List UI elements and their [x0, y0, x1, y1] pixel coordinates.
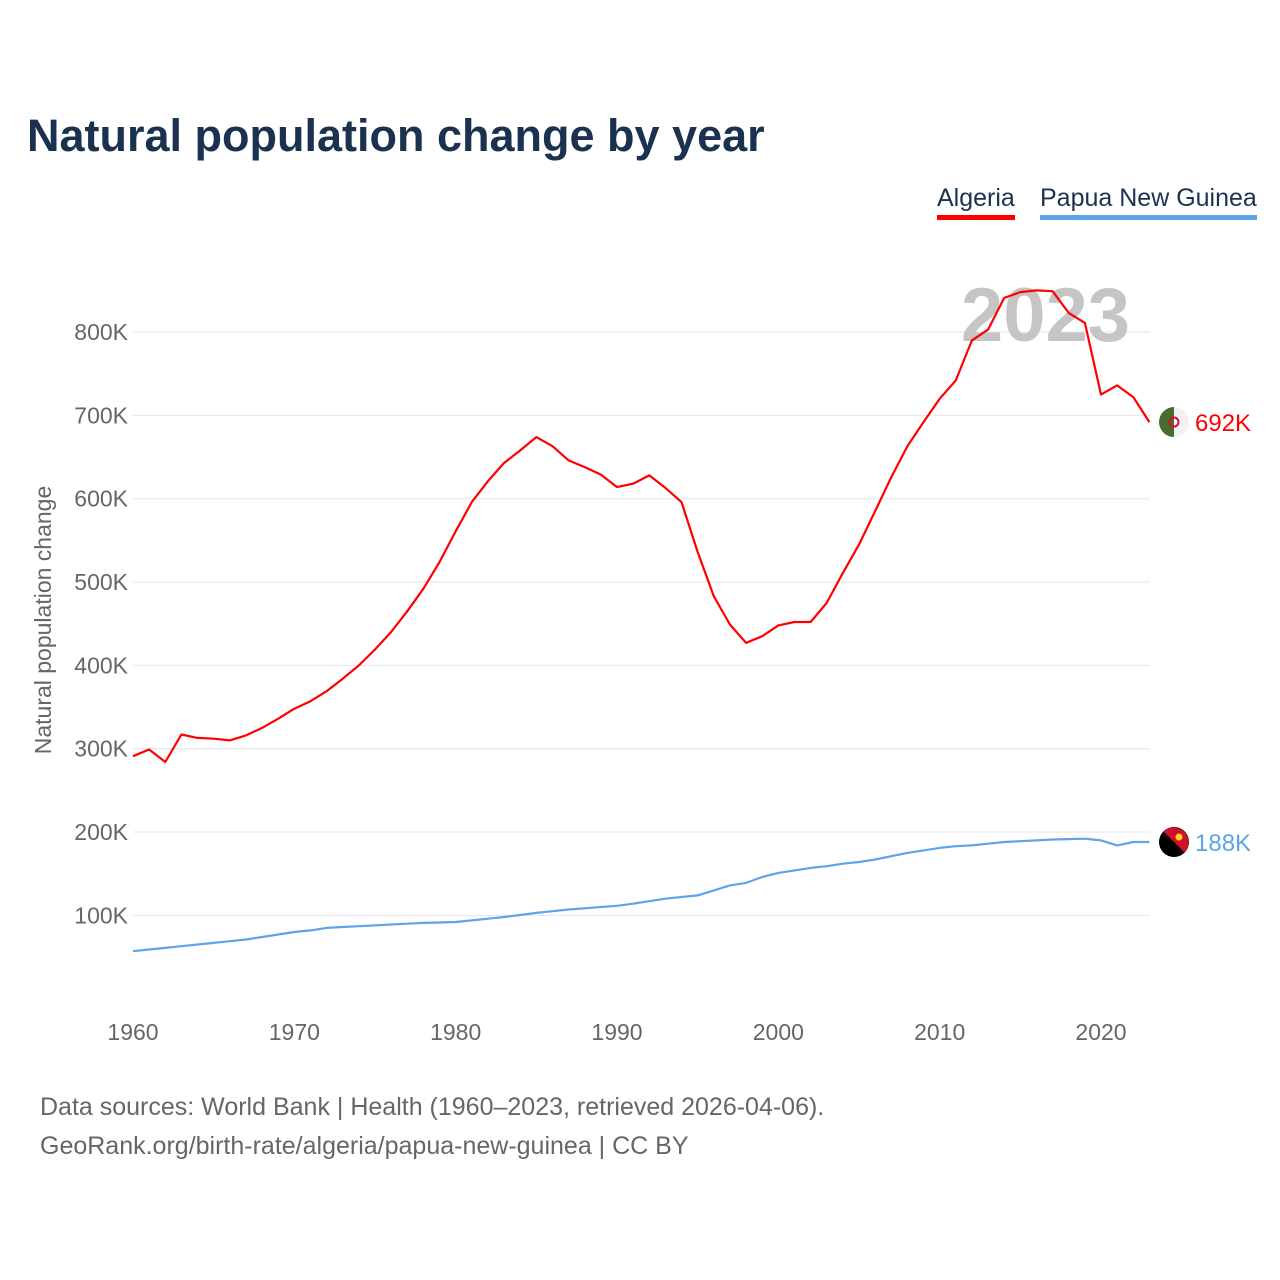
source-line-1: Data sources: World Bank | Health (1960–… [40, 1093, 825, 1121]
series-line-algeria [132, 289, 1151, 764]
y-tick-label: 400K [74, 652, 128, 678]
x-tick-label: 2020 [1075, 1019, 1126, 1045]
y-tick-label: 800K [74, 319, 128, 345]
png-bird [1175, 833, 1183, 841]
y-axis-label: Natural population change [30, 486, 56, 755]
y-tick-label: 700K [74, 402, 128, 428]
source-note: Data sources: World Bank | Health (1960–… [40, 1088, 824, 1166]
x-tick-label: 1970 [269, 1019, 320, 1045]
y-tick-label: 200K [74, 819, 128, 845]
series-line-papua-new-guinea [132, 837, 1150, 953]
x-tick-label: 1960 [107, 1019, 158, 1045]
x-tick-label: 2000 [753, 1019, 804, 1045]
y-tick-label: 500K [74, 569, 128, 595]
png-flag-red [1163, 827, 1189, 853]
legend-papua-new-guinea[interactable]: Papua New Guinea [1040, 184, 1257, 220]
algeria-crescent [1168, 416, 1180, 428]
legend-algeria[interactable]: Algeria [937, 184, 1015, 220]
x-tick-label: 1980 [430, 1019, 481, 1045]
year-watermark: 2023 [961, 273, 1130, 358]
end-value-label: 188K [1195, 830, 1251, 857]
source-line-2[interactable]: GeoRank.org/birth-rate/algeria/papua-new… [40, 1132, 689, 1160]
y-tick-label: 300K [74, 736, 128, 762]
x-tick-label: 2010 [914, 1019, 965, 1045]
algeria-flag-green [1159, 407, 1174, 438]
y-tick-label: 100K [74, 902, 128, 928]
chart-title: Natural population change by year [27, 110, 765, 161]
end-value-label: 692K [1195, 410, 1251, 437]
x-tick-label: 1990 [591, 1019, 642, 1045]
y-tick-label: 600K [74, 486, 128, 512]
